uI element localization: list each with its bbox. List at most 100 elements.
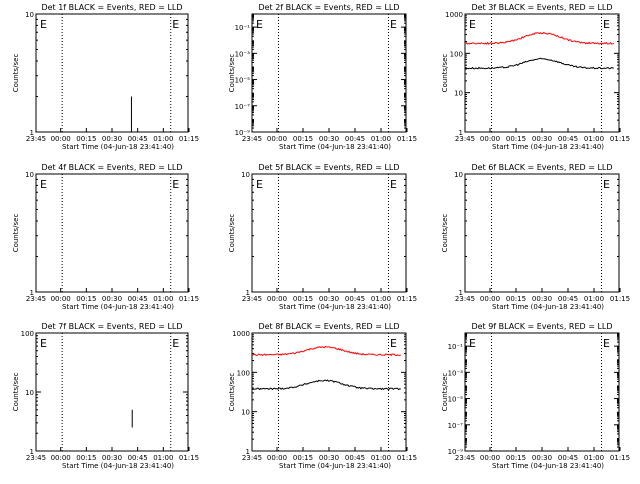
y-tick-label: 10	[25, 171, 34, 179]
x-tick-label: 00:00	[51, 454, 71, 462]
y-tick-label: 1	[30, 289, 34, 297]
y-axis-label: Counts/sec	[441, 214, 449, 253]
x-tick-label: 00:30	[102, 135, 122, 143]
x-tick-label: 01:00	[584, 454, 604, 462]
y-axis-label: Counts/sec	[12, 373, 20, 412]
x-axis-label: Start Time (04-Jun-18 23:41:40)	[279, 303, 391, 311]
event-marker: E	[172, 337, 179, 350]
x-tick-label: 23:45	[242, 454, 262, 462]
x-tick-label: 01:00	[153, 135, 173, 143]
x-tick-label: 01:00	[371, 135, 391, 143]
y-tick-label: 10	[241, 171, 250, 179]
event-marker: E	[40, 178, 47, 191]
x-tick-label: 01:15	[610, 295, 630, 303]
x-tick-label: 00:15	[76, 135, 96, 143]
x-tick-label: 00:00	[267, 135, 287, 143]
y-tick-label: 10⁻⁷	[235, 103, 251, 111]
x-tick-label: 00:00	[267, 454, 287, 462]
series-line-lld	[251, 345, 401, 357]
event-marker: E	[172, 178, 179, 191]
series-line-events	[251, 379, 401, 391]
panel-det8f: Det 8f BLACK = Events, RED = LLD 23:45 00:…	[228, 322, 417, 470]
panel-det7f: Det 7f BLACK = Events, RED = LLD 23:45 00:…	[12, 322, 199, 470]
plot-title: Det 1f BLACK = Events, RED = LLD	[41, 3, 182, 12]
x-tick-label: 00:15	[506, 135, 526, 143]
event-marker: E	[469, 18, 476, 31]
x-tick-label: 01:15	[610, 454, 630, 462]
y-axis-label: Counts/sec	[441, 373, 449, 412]
x-tick-label: 00:30	[532, 295, 552, 303]
event-marker: E	[390, 18, 397, 31]
x-tick-label: 00:30	[319, 295, 339, 303]
event-marker: E	[390, 337, 397, 350]
x-tick-label: 01:15	[397, 295, 417, 303]
x-axis-label: Start Time (04-Jun-18 23:41:40)	[492, 462, 604, 470]
x-tick-label: 01:00	[371, 295, 391, 303]
x-tick-label: 00:00	[480, 295, 500, 303]
x-tick-label: 00:30	[102, 295, 122, 303]
x-axis-label: Start Time (04-Jun-18 23:41:40)	[279, 462, 391, 470]
x-tick-label: 23:45	[26, 135, 46, 143]
y-axis-label: Counts/sec	[228, 214, 236, 253]
x-tick-label: 00:45	[558, 135, 578, 143]
plot-frame	[35, 332, 189, 452]
y-tick-label: 10⁻¹	[235, 24, 251, 32]
y-tick-label: 1	[246, 289, 250, 297]
y-tick-label: 10	[454, 171, 463, 179]
x-tick-label: 23:45	[455, 454, 475, 462]
plot-frame	[464, 13, 620, 133]
x-tick-label: 01:00	[584, 295, 604, 303]
event-marker: E	[256, 178, 263, 191]
x-tick-label: 00:45	[345, 454, 365, 462]
plot-frame	[35, 13, 189, 133]
y-tick-label: 100	[450, 50, 463, 58]
y-axis-label: Counts/sec	[12, 214, 20, 253]
x-axis-label: Start Time (04-Jun-18 23:41:40)	[492, 303, 604, 311]
x-tick-label: 00:00	[51, 135, 71, 143]
plot-title: Det 2f BLACK = Events, RED = LLD	[258, 3, 399, 12]
series-line-lld	[464, 31, 615, 45]
x-axis-label: Start Time (04-Jun-18 23:41:40)	[62, 303, 174, 311]
y-tick-label: 1	[246, 448, 250, 456]
x-tick-label: 00:15	[293, 295, 313, 303]
plot-frame	[251, 173, 407, 293]
plot-frame	[251, 332, 407, 452]
x-axis-label: Start Time (04-Jun-18 23:41:40)	[492, 143, 604, 151]
y-tick-label: 10	[241, 409, 250, 417]
event-marker: E	[469, 337, 476, 350]
x-axis-label: Start Time (04-Jun-18 23:41:40)	[62, 462, 174, 470]
plot-frame	[464, 332, 620, 452]
plot-title: Det 9f BLACK = Events, RED = LLD	[471, 322, 612, 331]
x-axis-label: Start Time (04-Jun-18 23:41:40)	[279, 143, 391, 151]
y-tick-label: 1	[459, 129, 463, 137]
event-marker: E	[256, 18, 263, 31]
event-marker: E	[390, 178, 397, 191]
x-tick-label: 23:45	[455, 295, 475, 303]
x-tick-label: 00:45	[345, 295, 365, 303]
x-tick-label: 23:45	[26, 454, 46, 462]
x-tick-label: 00:30	[319, 454, 339, 462]
x-tick-label: 00:15	[293, 454, 313, 462]
plot-title: Det 3f BLACK = Events, RED = LLD	[471, 3, 612, 12]
x-tick-label: 00:45	[558, 454, 578, 462]
x-tick-label: 01:00	[371, 454, 391, 462]
y-tick-label: 10⁻⁵	[235, 77, 251, 85]
y-tick-label: 1	[459, 289, 463, 297]
x-tick-label: 01:00	[153, 295, 173, 303]
panel-det3f: Det 3f BLACK = Events, RED = LLD 23:45 00:…	[441, 3, 630, 151]
y-axis-label: Counts/sec	[12, 54, 20, 93]
y-tick-label: 100	[21, 330, 34, 338]
event-marker: E	[40, 337, 47, 350]
x-tick-label: 00:45	[128, 295, 148, 303]
x-tick-label: 00:15	[506, 454, 526, 462]
plot-frame	[251, 13, 407, 133]
x-tick-label: 00:45	[345, 135, 365, 143]
y-tick-label: 1000	[445, 11, 463, 19]
x-tick-label: 01:00	[584, 135, 604, 143]
x-tick-label: 01:15	[179, 295, 199, 303]
plot-title: Det 7f BLACK = Events, RED = LLD	[41, 322, 182, 331]
x-tick-label: 23:45	[242, 295, 262, 303]
plot-title: Det 6f BLACK = Events, RED = LLD	[471, 163, 612, 172]
y-tick-label: 100	[237, 369, 250, 377]
plot-title: Det 8f BLACK = Events, RED = LLD	[258, 322, 399, 331]
